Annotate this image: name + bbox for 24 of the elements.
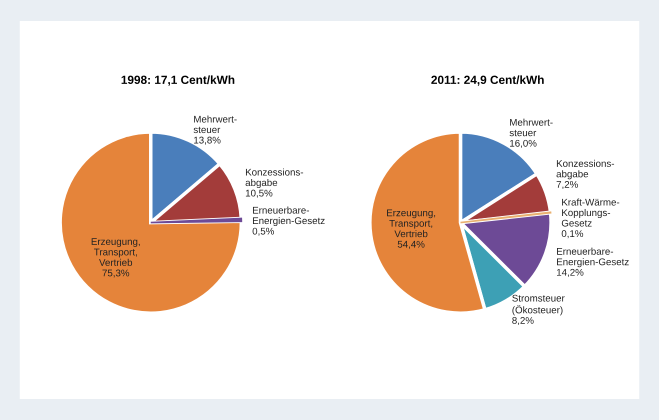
data-label: 54,4% <box>398 240 425 249</box>
slice-label: Stromsteuer (Ökosteuer) <box>512 294 565 316</box>
slice-label: Erzeugung, Transport, Vertrieb <box>387 210 436 238</box>
data-label: 14,2% <box>556 268 584 277</box>
slice-label: Konzessions- abgabe <box>556 160 614 180</box>
slice-label: Erneuerbare- Energien-Gesetz <box>252 206 325 226</box>
data-label: 75,3% <box>102 270 130 278</box>
data-label: 10,5% <box>246 190 272 198</box>
data-label: 16,0% <box>510 140 537 148</box>
slice-label: Kraft-Wärme- Kopplungs- Gesetz <box>562 198 620 227</box>
slice-label: Mehrwert- steuer <box>194 115 237 134</box>
slice-label: Erzeugung, Transport, Vertrieb <box>92 238 140 266</box>
data-label: 7,2% <box>556 180 578 190</box>
data-label: 0,1% <box>562 230 584 238</box>
data-label: 8,2% <box>512 316 534 326</box>
chart-title: 2011: 24,9 Cent/kWh <box>431 75 544 86</box>
data-label: 13,8% <box>194 136 221 145</box>
chart-title: 1998: 17,1 Cent/kWh <box>122 75 234 86</box>
pie-slice <box>150 218 242 224</box>
slice-label: Mehrwert- steuer <box>510 118 553 136</box>
slice-label: Erneuerbare- Energien-Gesetz <box>557 248 629 268</box>
pie-slice <box>460 211 552 224</box>
slice-label: Konzessions- abgabe <box>246 168 304 188</box>
data-label: 0,5% <box>252 228 274 236</box>
